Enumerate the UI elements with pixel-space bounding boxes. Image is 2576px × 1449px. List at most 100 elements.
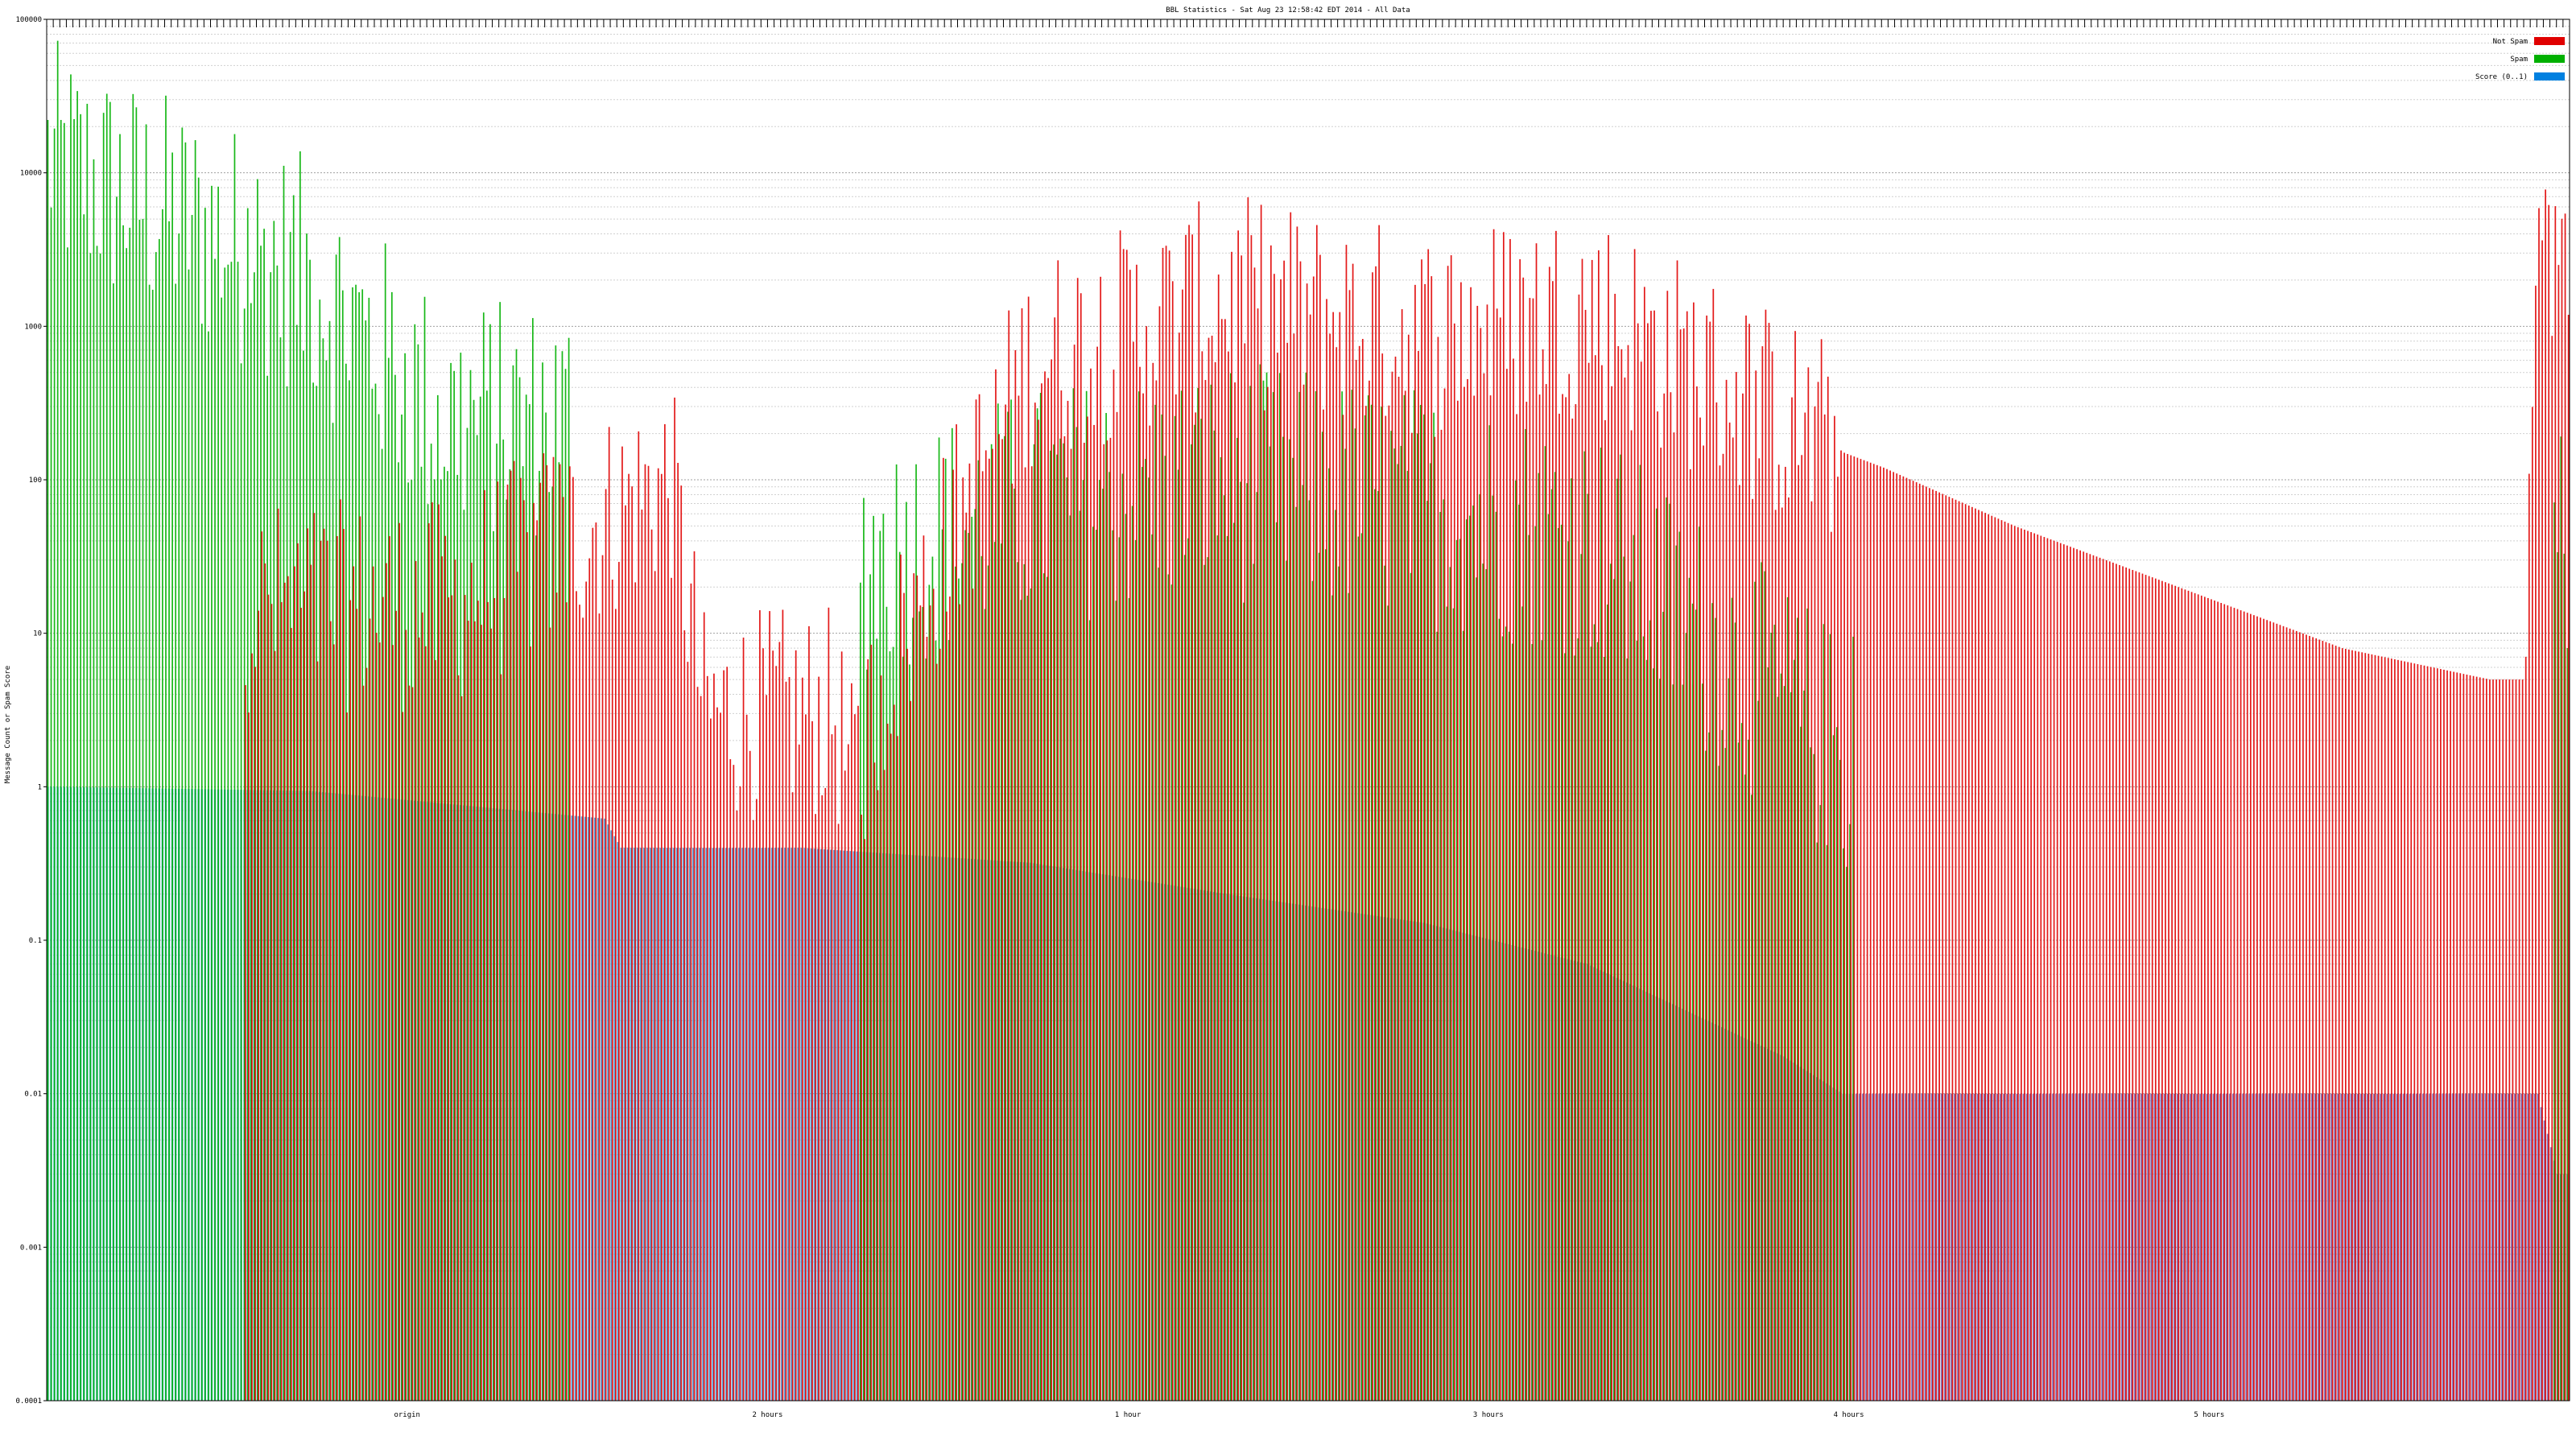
score-bar [1954, 1093, 1956, 1401]
spam-bar [1711, 603, 1713, 1401]
notspam-bar [1502, 232, 1505, 1401]
spam-bar [1295, 506, 1298, 1401]
notspam-bar [2459, 673, 2462, 1401]
spam-bar [1102, 489, 1104, 1401]
notspam-bar [1113, 369, 1115, 1402]
notspam-bar [956, 424, 957, 1401]
spam-bar [551, 486, 554, 1401]
spam-bar [371, 388, 374, 1401]
notspam-bar [1155, 380, 1158, 1401]
notspam-bar [392, 645, 394, 1401]
notspam-bar [910, 700, 911, 1401]
score-bar [2074, 1093, 2078, 1401]
spam-bar [335, 254, 337, 1402]
score-bar [741, 848, 744, 1401]
score-bar [604, 818, 606, 1401]
spam-bar [217, 186, 219, 1402]
notspam-bar [1617, 345, 1620, 1401]
spam-bar [109, 101, 111, 1402]
spam-bar [358, 292, 360, 1401]
spam-bar [558, 462, 560, 1402]
notspam-bar [418, 637, 420, 1401]
notspam-bar [448, 597, 450, 1401]
spam-bar [135, 107, 138, 1401]
notspam-bar [709, 718, 712, 1401]
notspam-bar [1345, 245, 1348, 1402]
score-bar [2380, 1093, 2382, 1401]
score-bar [2549, 1147, 2553, 1401]
notspam-bar [1014, 349, 1017, 1402]
score-bar [2222, 1093, 2225, 1401]
spam-bar [423, 296, 426, 1402]
notspam-bar [1837, 477, 1839, 1402]
notspam-bar [2557, 265, 2560, 1402]
score-bar [1918, 1093, 1920, 1401]
notspam-bar [926, 637, 928, 1401]
spam-bar [1669, 503, 1671, 1401]
notspam-bar [2148, 576, 2150, 1401]
spam-bar [221, 297, 223, 1402]
notspam-bar [1978, 510, 1979, 1401]
score-bar [630, 848, 633, 1401]
notspam-bar [1732, 437, 1734, 1402]
notspam-bar [1051, 359, 1053, 1402]
spam-bar [138, 219, 141, 1402]
notspam-bar [755, 799, 758, 1401]
spam-bar [545, 412, 547, 1401]
spam-bar [1426, 501, 1428, 1401]
spam-bar [171, 152, 173, 1401]
spam-bar [915, 464, 917, 1401]
notspam-bar [2282, 625, 2285, 1401]
notspam-bar [2355, 650, 2356, 1401]
spam-bar [1793, 659, 1795, 1401]
spam-bar [902, 656, 904, 1401]
spam-bar [440, 479, 442, 1401]
spam-bar [197, 177, 200, 1402]
notspam-bar [326, 540, 328, 1402]
score-bar [2091, 1093, 2094, 1401]
notspam-bar [294, 566, 295, 1401]
score-bar [2524, 1093, 2526, 1401]
score-bar [2317, 1093, 2320, 1401]
spam-bar [83, 214, 85, 1402]
notspam-bar [1804, 412, 1806, 1401]
legend-swatch [2534, 55, 2565, 63]
spam-bar [191, 215, 193, 1402]
score-bar [571, 815, 573, 1401]
notspam-bar [782, 609, 784, 1401]
notspam-bar [503, 597, 506, 1401]
notspam-bar [1030, 466, 1033, 1401]
spam-bar [496, 444, 497, 1401]
notspam-bar [2515, 679, 2517, 1401]
score-bar [2095, 1093, 2097, 1401]
notspam-bar [1673, 432, 1675, 1402]
score-bar [721, 848, 724, 1401]
spam-bar [1751, 795, 1752, 1401]
spam-bar [1423, 414, 1425, 1402]
notspam-bar [745, 714, 748, 1401]
notspam-bar [2161, 580, 2163, 1401]
notspam-bar [2440, 669, 2442, 1401]
score-bar [807, 848, 809, 1401]
notspam-bar [1473, 395, 1476, 1401]
notspam-bar [1863, 460, 1865, 1401]
spam-bar [1806, 608, 1808, 1401]
notspam-bar [2489, 679, 2491, 1401]
spam-bar [453, 370, 456, 1402]
score-bar [2323, 1093, 2326, 1401]
spam-bar [1004, 436, 1005, 1402]
notspam-bar [588, 558, 591, 1401]
score-bar [2032, 1093, 2035, 1401]
score-bar [2239, 1093, 2241, 1401]
notspam-bar [660, 473, 663, 1402]
spam-bar [1259, 364, 1261, 1402]
notspam-bar [2236, 609, 2239, 1401]
notspam-bar [2486, 679, 2487, 1401]
score-bar [2029, 1093, 2032, 1401]
notspam-bar [601, 555, 604, 1401]
x-tick-labels: origin 2 hours 1 hour 3 hours 4 hours 5 hours [394, 1411, 2224, 1419]
score-bar [2405, 1093, 2409, 1401]
score-bar [738, 848, 741, 1401]
notspam-bar [1601, 365, 1603, 1402]
spam-bar [1118, 537, 1121, 1401]
